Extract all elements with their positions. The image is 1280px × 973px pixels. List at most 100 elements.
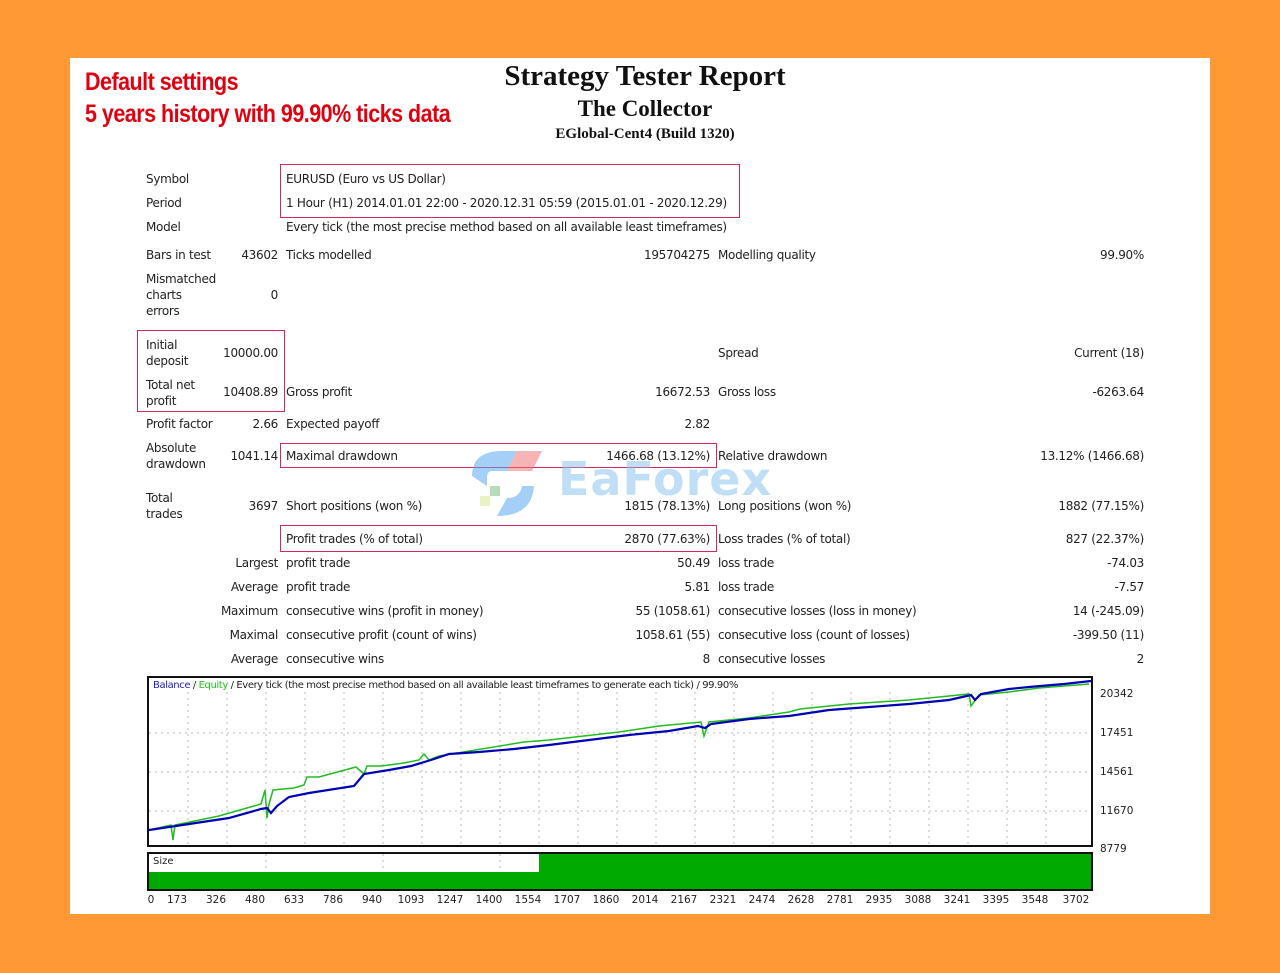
size-chart: Size [147, 852, 1093, 891]
x-tick: 1707 [553, 894, 581, 906]
total-trades-label-2: trades [146, 507, 183, 521]
equity-line [149, 683, 1090, 841]
mismatched-label-3: errors [146, 304, 180, 318]
highlight-deposit-profit [137, 330, 285, 412]
bars-label: Bars in test [146, 248, 211, 262]
abs-drawdown-label-2: drawdown [146, 457, 206, 471]
chart-legend: Balance / Equity / Every tick (the most … [153, 680, 738, 691]
x-tick: 2628 [787, 894, 815, 906]
x-tick: 1093 [397, 894, 425, 906]
rel-drawdown-value: 13.12% (1466.68) [1040, 449, 1144, 463]
max-consec-losses-value: 14 (-245.09) [1072, 604, 1144, 618]
x-tick: 3702 [1062, 894, 1090, 906]
size-label: Size [153, 856, 174, 867]
mismatched-label-2: charts [146, 288, 182, 302]
server-build: EGlobal-Cent4 (Build 1320) [555, 126, 735, 142]
largest-profit-value: 50.49 [677, 556, 710, 570]
x-tick: 3088 [904, 894, 932, 906]
average-profit-label: profit trade [286, 580, 351, 594]
expected-payoff-label: Expected payoff [286, 417, 380, 431]
x-tick: 1400 [475, 894, 503, 906]
net-profit-label-1: Total net [146, 378, 195, 392]
avg-consec-losses-label: consecutive losses [718, 652, 826, 666]
bars-value: 43602 [241, 248, 278, 262]
promo-default-settings: Default settings [85, 68, 239, 96]
max-drawdown-label: Maximal drawdown [286, 449, 398, 463]
short-positions-value: 1815 (78.13%) [624, 499, 710, 513]
long-positions-label: Long positions (won %) [718, 499, 852, 513]
maximal-label: Maximal [229, 628, 279, 642]
x-tick: 3548 [1021, 894, 1049, 906]
net-profit-value: 10408.89 [223, 385, 278, 399]
maximal-consec-loss-label: consecutive loss (count of losses) [718, 628, 910, 642]
x-tick: 2781 [826, 894, 854, 906]
net-profit-label-2: profit [146, 394, 177, 408]
avg-consec-wins-value: 8 [702, 652, 711, 666]
x-tick: 173 [166, 894, 188, 906]
y-tick-3: 14561 [1100, 766, 1134, 778]
x-tick: 1554 [514, 894, 542, 906]
x-tick: 633 [283, 894, 305, 906]
quality-value: 99.90% [1100, 248, 1144, 262]
quality-label: Modelling quality [718, 248, 816, 262]
x-tick: 2935 [865, 894, 893, 906]
chart-grid [149, 692, 1091, 845]
x-tick: 2474 [748, 894, 776, 906]
total-trades-value: 3697 [248, 499, 279, 513]
x-tick: 2014 [631, 894, 659, 906]
max-drawdown-value: 1466.68 (13.12%) [606, 449, 710, 463]
x-tick: 3395 [982, 894, 1010, 906]
short-positions-label: Short positions (won %) [286, 499, 423, 513]
x-tick: 1247 [436, 894, 464, 906]
profit-factor-value: 2.66 [252, 417, 278, 431]
model-value: Every tick (the most precise method base… [286, 220, 727, 234]
long-positions-value: 1882 (77.15%) [1058, 499, 1144, 513]
legend-description: / Every tick (the most precise method ba… [227, 680, 739, 691]
mismatched-label-1: Mismatched [146, 272, 216, 286]
spread-value: Current (18) [1074, 346, 1144, 360]
maximal-consec-loss-value: -399.50 (11) [1072, 628, 1144, 642]
spread-label: Spread [718, 346, 759, 360]
balance-line [149, 679, 1091, 832]
x-tick: 326 [205, 894, 227, 906]
symbol-value: EURUSD (Euro vs US Dollar) [286, 172, 446, 186]
ticks-label: Ticks modelled [286, 248, 372, 262]
x-tick: 1860 [592, 894, 620, 906]
avg-consec-losses-value: 2 [1136, 652, 1145, 666]
profit-trades-label: Profit trades (% of total) [286, 532, 423, 546]
deposit-label-1: Initial [146, 338, 178, 352]
gross-profit-value: 16672.53 [655, 385, 710, 399]
maximal-consec-profit-value: 1058.61 (55) [635, 628, 711, 642]
avg-consec-wins-label: consecutive wins [286, 652, 384, 666]
size-plot [149, 854, 1091, 889]
gross-loss-value: -6263.64 [1092, 385, 1144, 399]
deposit-value: 10000.00 [223, 346, 278, 360]
model-label: Model [146, 220, 181, 234]
total-trades-label-1: Total [146, 491, 173, 505]
x-tick: 3241 [943, 894, 971, 906]
period-value: 1 Hour (H1) 2014.01.01 22:00 - 2020.12.3… [286, 196, 727, 210]
mismatched-value: 0 [270, 288, 279, 302]
loss-trades-label: Loss trades (% of total) [718, 532, 851, 546]
profit-trades-value: 2870 (77.63%) [624, 532, 710, 546]
profit-factor-label: Profit factor [146, 417, 213, 431]
average-profit-value: 5.81 [684, 580, 710, 594]
largest-label: Largest [235, 556, 278, 570]
x-tick: 786 [322, 894, 344, 906]
largest-loss-value: -74.03 [1107, 556, 1144, 570]
maximal-consec-profit-label: consecutive profit (count of wins) [286, 628, 477, 642]
abs-drawdown-label-1: Absolute [146, 441, 197, 455]
period-label: Period [146, 196, 182, 210]
deposit-label-2: deposit [146, 354, 189, 368]
max-consec-wins-value: 55 (1058.61) [635, 604, 711, 618]
highlight-profit-trades [280, 525, 717, 552]
promo-history-note: 5 years history with 99.90% ticks data [85, 100, 451, 128]
abs-drawdown-value: 1041.14 [230, 449, 278, 463]
legend-equity: Equity [198, 680, 229, 691]
largest-loss-label: loss trade [718, 556, 774, 570]
y-tick-4: 11670 [1100, 805, 1134, 817]
legend-balance: Balance [153, 680, 191, 691]
y-tick-1: 20342 [1100, 688, 1134, 700]
gross-profit-label: Gross profit [286, 385, 352, 399]
x-tick: 2321 [709, 894, 737, 906]
